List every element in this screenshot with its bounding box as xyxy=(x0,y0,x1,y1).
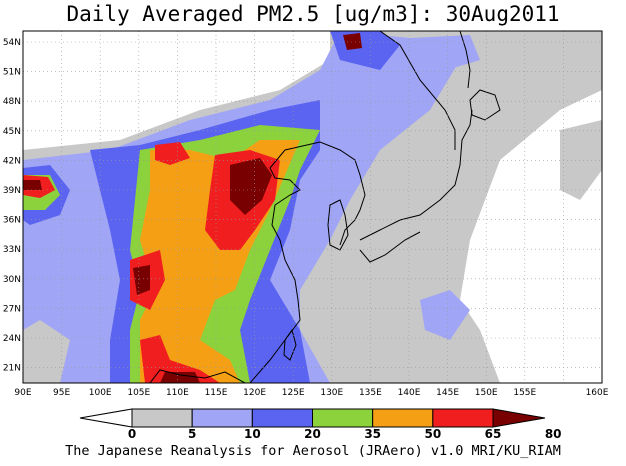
lon-label: 150E xyxy=(475,388,498,398)
lon-label: 135E xyxy=(359,388,382,398)
colorbar-segment xyxy=(372,408,434,428)
colorbar-label: 65 xyxy=(485,427,502,441)
colorbar-segment xyxy=(432,408,494,428)
contour-80-plus xyxy=(230,158,272,215)
coastline-korea xyxy=(327,199,349,251)
lat-axis: 54N 51N 48N 45N 42N 39N 36N 33N 30N 27N … xyxy=(3,38,21,374)
lon-label: 130E xyxy=(320,388,343,398)
lat-label: 30N xyxy=(3,275,21,285)
contour-80-plus-north xyxy=(343,33,362,50)
lon-label: 155E xyxy=(513,388,536,398)
lat-label: 27N xyxy=(3,304,21,314)
lon-label: 110E xyxy=(166,388,189,398)
colorbar: 0 5 10 20 35 50 65 80 xyxy=(79,408,562,441)
lon-label: 95E xyxy=(53,388,70,398)
contour-65-80-north xyxy=(155,142,190,165)
colorbar-label: 35 xyxy=(364,427,381,441)
coastline-vietnam xyxy=(149,369,246,383)
contour-80-plus-south xyxy=(160,372,200,383)
contour-80-plus-sw xyxy=(133,265,150,295)
contour-10-20-sea xyxy=(420,290,470,340)
lat-label: 33N xyxy=(3,245,21,255)
lon-label: 120E xyxy=(243,388,266,398)
contour-5-10-east xyxy=(560,120,602,200)
lon-label: 125E xyxy=(282,388,305,398)
lat-label: 24N xyxy=(3,334,21,344)
pm25-field xyxy=(23,31,602,383)
colorbar-segment xyxy=(131,408,193,428)
coastline-taiwan xyxy=(283,328,297,361)
colorbar-segment xyxy=(312,408,374,428)
colorbar-label: 5 xyxy=(188,427,196,441)
lat-label: 48N xyxy=(3,97,21,107)
coastline-russia xyxy=(379,31,456,150)
lat-label: 39N xyxy=(3,186,21,196)
lat-lon-grid xyxy=(23,31,602,383)
data-source-caption: The Japanese Reanalysis for Aerosol (JRA… xyxy=(65,443,561,459)
colorbar-segment xyxy=(191,408,253,428)
coastline-japan xyxy=(359,109,473,263)
lat-label: 21N xyxy=(3,364,21,374)
lat-label: 36N xyxy=(3,216,21,226)
contour-80-plus-west xyxy=(23,180,42,190)
colorbar-label: 20 xyxy=(304,427,321,441)
colorbar-high-arrow xyxy=(492,408,546,428)
coastline-hokkaido xyxy=(469,89,501,121)
coastline-china xyxy=(249,141,366,383)
colorbar-segment xyxy=(251,408,313,428)
contour-65-80-south xyxy=(140,335,220,383)
lon-label: 90E xyxy=(14,388,31,398)
colorbar-label: 0 xyxy=(128,427,136,441)
colorbar-label: 80 xyxy=(545,427,562,441)
coastline-sakhalin xyxy=(459,31,471,89)
lat-label: 51N xyxy=(3,68,21,78)
colorbar-label: 10 xyxy=(244,427,261,441)
lon-label: 160E xyxy=(586,388,609,398)
colorbar-low-arrow xyxy=(79,408,133,428)
lon-label: 105E xyxy=(127,388,150,398)
lat-label: 54N xyxy=(3,38,21,48)
map-frame xyxy=(22,30,603,384)
lon-label: 115E xyxy=(205,388,228,398)
map-title: Daily Averaged PM2.5 [ug/m3]: 30Aug2011 xyxy=(66,2,560,26)
colorbar-label: 50 xyxy=(424,427,441,441)
lat-label: 42N xyxy=(3,156,21,166)
lat-label: 45N xyxy=(3,127,21,137)
lon-label: 100E xyxy=(89,388,112,398)
lon-axis: 90E 95E 100E 105E 110E 115E 120E 125E 13… xyxy=(14,388,608,398)
lon-label: 145E xyxy=(436,388,459,398)
lon-label: 140E xyxy=(398,388,421,398)
